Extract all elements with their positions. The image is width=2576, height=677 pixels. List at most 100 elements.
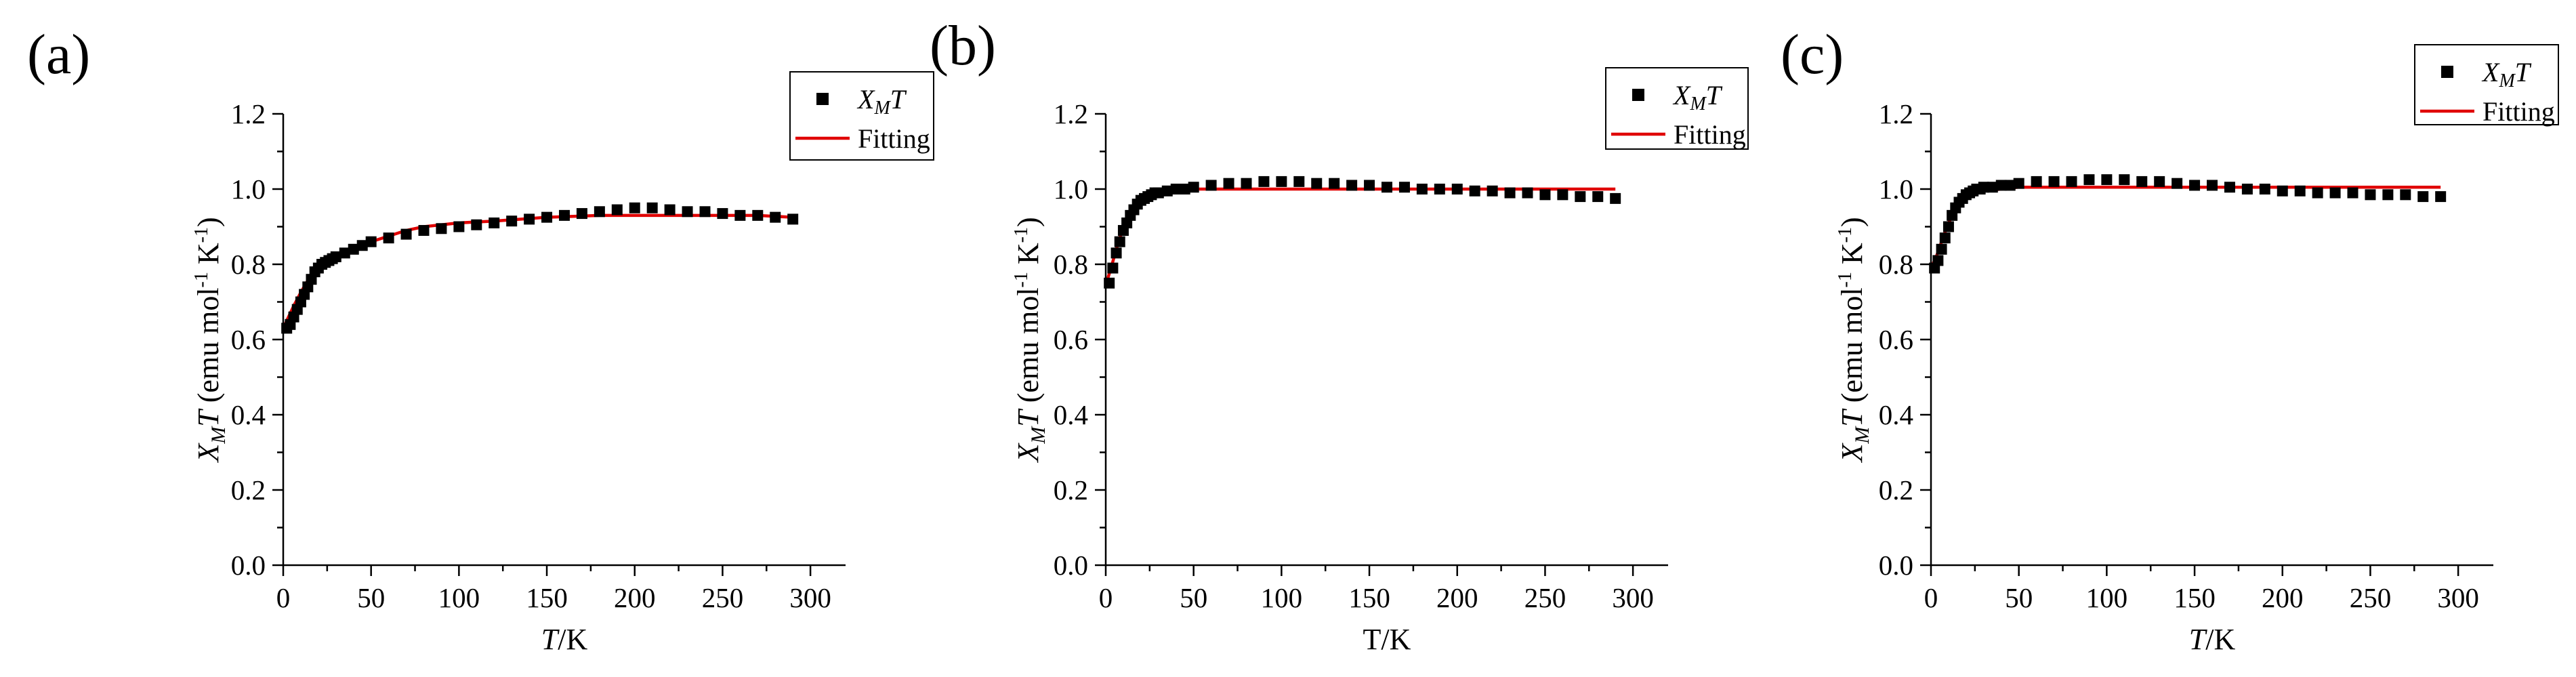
legend-label: XMT bbox=[2481, 57, 2532, 91]
data-point bbox=[1258, 176, 1270, 187]
data-point bbox=[1293, 176, 1305, 187]
data-point bbox=[1939, 232, 1951, 244]
data-point bbox=[787, 213, 799, 225]
y-tick-label: 1.2 bbox=[231, 98, 266, 129]
data-point bbox=[2083, 174, 2095, 186]
data-point bbox=[524, 213, 535, 225]
data-point bbox=[752, 209, 764, 221]
data-point bbox=[453, 221, 465, 232]
fitting-line bbox=[1106, 187, 1616, 280]
data-point bbox=[1188, 182, 1199, 193]
x-tick-label: 300 bbox=[1612, 582, 1654, 613]
x-tick-label: 0 bbox=[276, 582, 291, 613]
data-point bbox=[1364, 180, 1375, 191]
y-tick-label: 0.4 bbox=[1879, 399, 1913, 430]
data-point bbox=[365, 236, 377, 247]
legend-marker-square bbox=[1632, 89, 1644, 101]
data-point bbox=[1936, 243, 1947, 255]
data-point bbox=[1382, 182, 1392, 193]
y-tick-label: 0.0 bbox=[231, 550, 266, 581]
data-point bbox=[699, 206, 711, 218]
y-tick-label: 1.0 bbox=[231, 173, 266, 205]
chart-panel: (b) 0 50 100 150 200 250 300 0.0 0.2 0.4 0.6 0.8 1.0 1… bbox=[930, 14, 1749, 656]
data-point bbox=[418, 225, 430, 237]
data-point bbox=[1575, 191, 1586, 203]
x-tick-label: 250 bbox=[1524, 582, 1566, 613]
data-point bbox=[1152, 187, 1164, 199]
data-point bbox=[1987, 182, 1998, 193]
data-point bbox=[594, 206, 605, 218]
data-point bbox=[1241, 178, 1252, 189]
data-point bbox=[400, 228, 412, 240]
data-point bbox=[1114, 236, 1125, 247]
y-axis-title: XMT (emu mol-1 K-1) bbox=[1011, 217, 1050, 463]
x-tick-label: 0 bbox=[1099, 582, 1113, 613]
fitting-line bbox=[1931, 185, 2441, 265]
x-axis-title: T/K bbox=[1363, 623, 1411, 656]
data-point bbox=[1995, 180, 2007, 191]
x-tick-label: 100 bbox=[2086, 582, 2128, 613]
x-tick-label: 150 bbox=[526, 582, 568, 613]
data-point bbox=[1932, 255, 1944, 266]
data-point bbox=[541, 211, 553, 223]
legend-label: Fitting bbox=[1674, 119, 1746, 150]
data-point bbox=[1434, 184, 1445, 194]
data-point bbox=[1504, 187, 1516, 199]
data-point bbox=[1110, 247, 1122, 259]
data-point bbox=[2259, 184, 2270, 194]
data-point bbox=[356, 240, 368, 251]
y-tick-label: 0.2 bbox=[1054, 474, 1088, 506]
data-point bbox=[2048, 176, 2060, 187]
x-tick-label: 100 bbox=[1261, 582, 1303, 613]
y-tick-label: 0.2 bbox=[231, 474, 266, 506]
fitting-line bbox=[283, 213, 793, 325]
data-point bbox=[682, 206, 693, 218]
y-tick-label: 0.8 bbox=[1054, 249, 1088, 280]
data-point bbox=[2207, 180, 2218, 191]
data-point bbox=[2013, 178, 2024, 189]
data-point bbox=[2329, 187, 2341, 199]
data-point bbox=[2224, 182, 2235, 193]
data-point bbox=[383, 232, 394, 244]
data-point bbox=[2172, 178, 2183, 189]
data-point bbox=[2277, 185, 2288, 197]
x-tick-label: 100 bbox=[438, 582, 480, 613]
data-point bbox=[2189, 180, 2201, 191]
panel-label: (b) bbox=[930, 14, 996, 77]
data-point bbox=[770, 211, 781, 223]
data-point bbox=[2382, 189, 2394, 201]
data-point bbox=[1223, 178, 1234, 189]
y-tick-label: 0.2 bbox=[1879, 474, 1913, 506]
legend-box bbox=[789, 71, 934, 161]
x-tick-label: 200 bbox=[614, 582, 656, 613]
data-point bbox=[629, 202, 640, 213]
data-point bbox=[1276, 176, 1287, 187]
data-point bbox=[1943, 221, 1954, 232]
data-point bbox=[2435, 191, 2447, 203]
data-point bbox=[664, 204, 676, 216]
data-point bbox=[1107, 262, 1119, 274]
chart-panel: (a) 0 50 100 150 200 250 300 0.0 0.2 0.4 0.6 0.8 1.0 1… bbox=[27, 23, 934, 656]
y-tick-label: 0.8 bbox=[231, 249, 266, 280]
data-point bbox=[576, 208, 587, 220]
y-tick-label: 1.0 bbox=[1879, 173, 1913, 205]
x-tick-label: 250 bbox=[702, 582, 744, 613]
data-point bbox=[1557, 189, 1569, 201]
x-tick-label: 300 bbox=[789, 582, 831, 613]
data-point bbox=[2417, 191, 2429, 203]
x-tick-label: 150 bbox=[1348, 582, 1390, 613]
y-tick-label: 0.6 bbox=[231, 324, 266, 355]
x-tick-label: 150 bbox=[2174, 582, 2216, 613]
legend-marker-square bbox=[816, 93, 829, 105]
data-point bbox=[2241, 184, 2253, 194]
y-tick-label: 0.0 bbox=[1879, 550, 1913, 581]
y-tick-label: 0.8 bbox=[1879, 249, 1913, 280]
y-tick-label: 0.0 bbox=[1054, 550, 1088, 581]
data-point bbox=[2312, 187, 2323, 199]
y-axis-title: XMT (emu mol-1 K-1) bbox=[1835, 217, 1873, 463]
chart-panel: (c) 0 50 100 150 200 250 300 0.0 0.2 0.4 0.6 0.8 1.0 1… bbox=[1781, 23, 2559, 656]
data-point bbox=[2365, 189, 2376, 201]
data-point bbox=[2347, 187, 2359, 199]
data-point bbox=[436, 223, 447, 234]
data-point bbox=[1978, 182, 1989, 193]
